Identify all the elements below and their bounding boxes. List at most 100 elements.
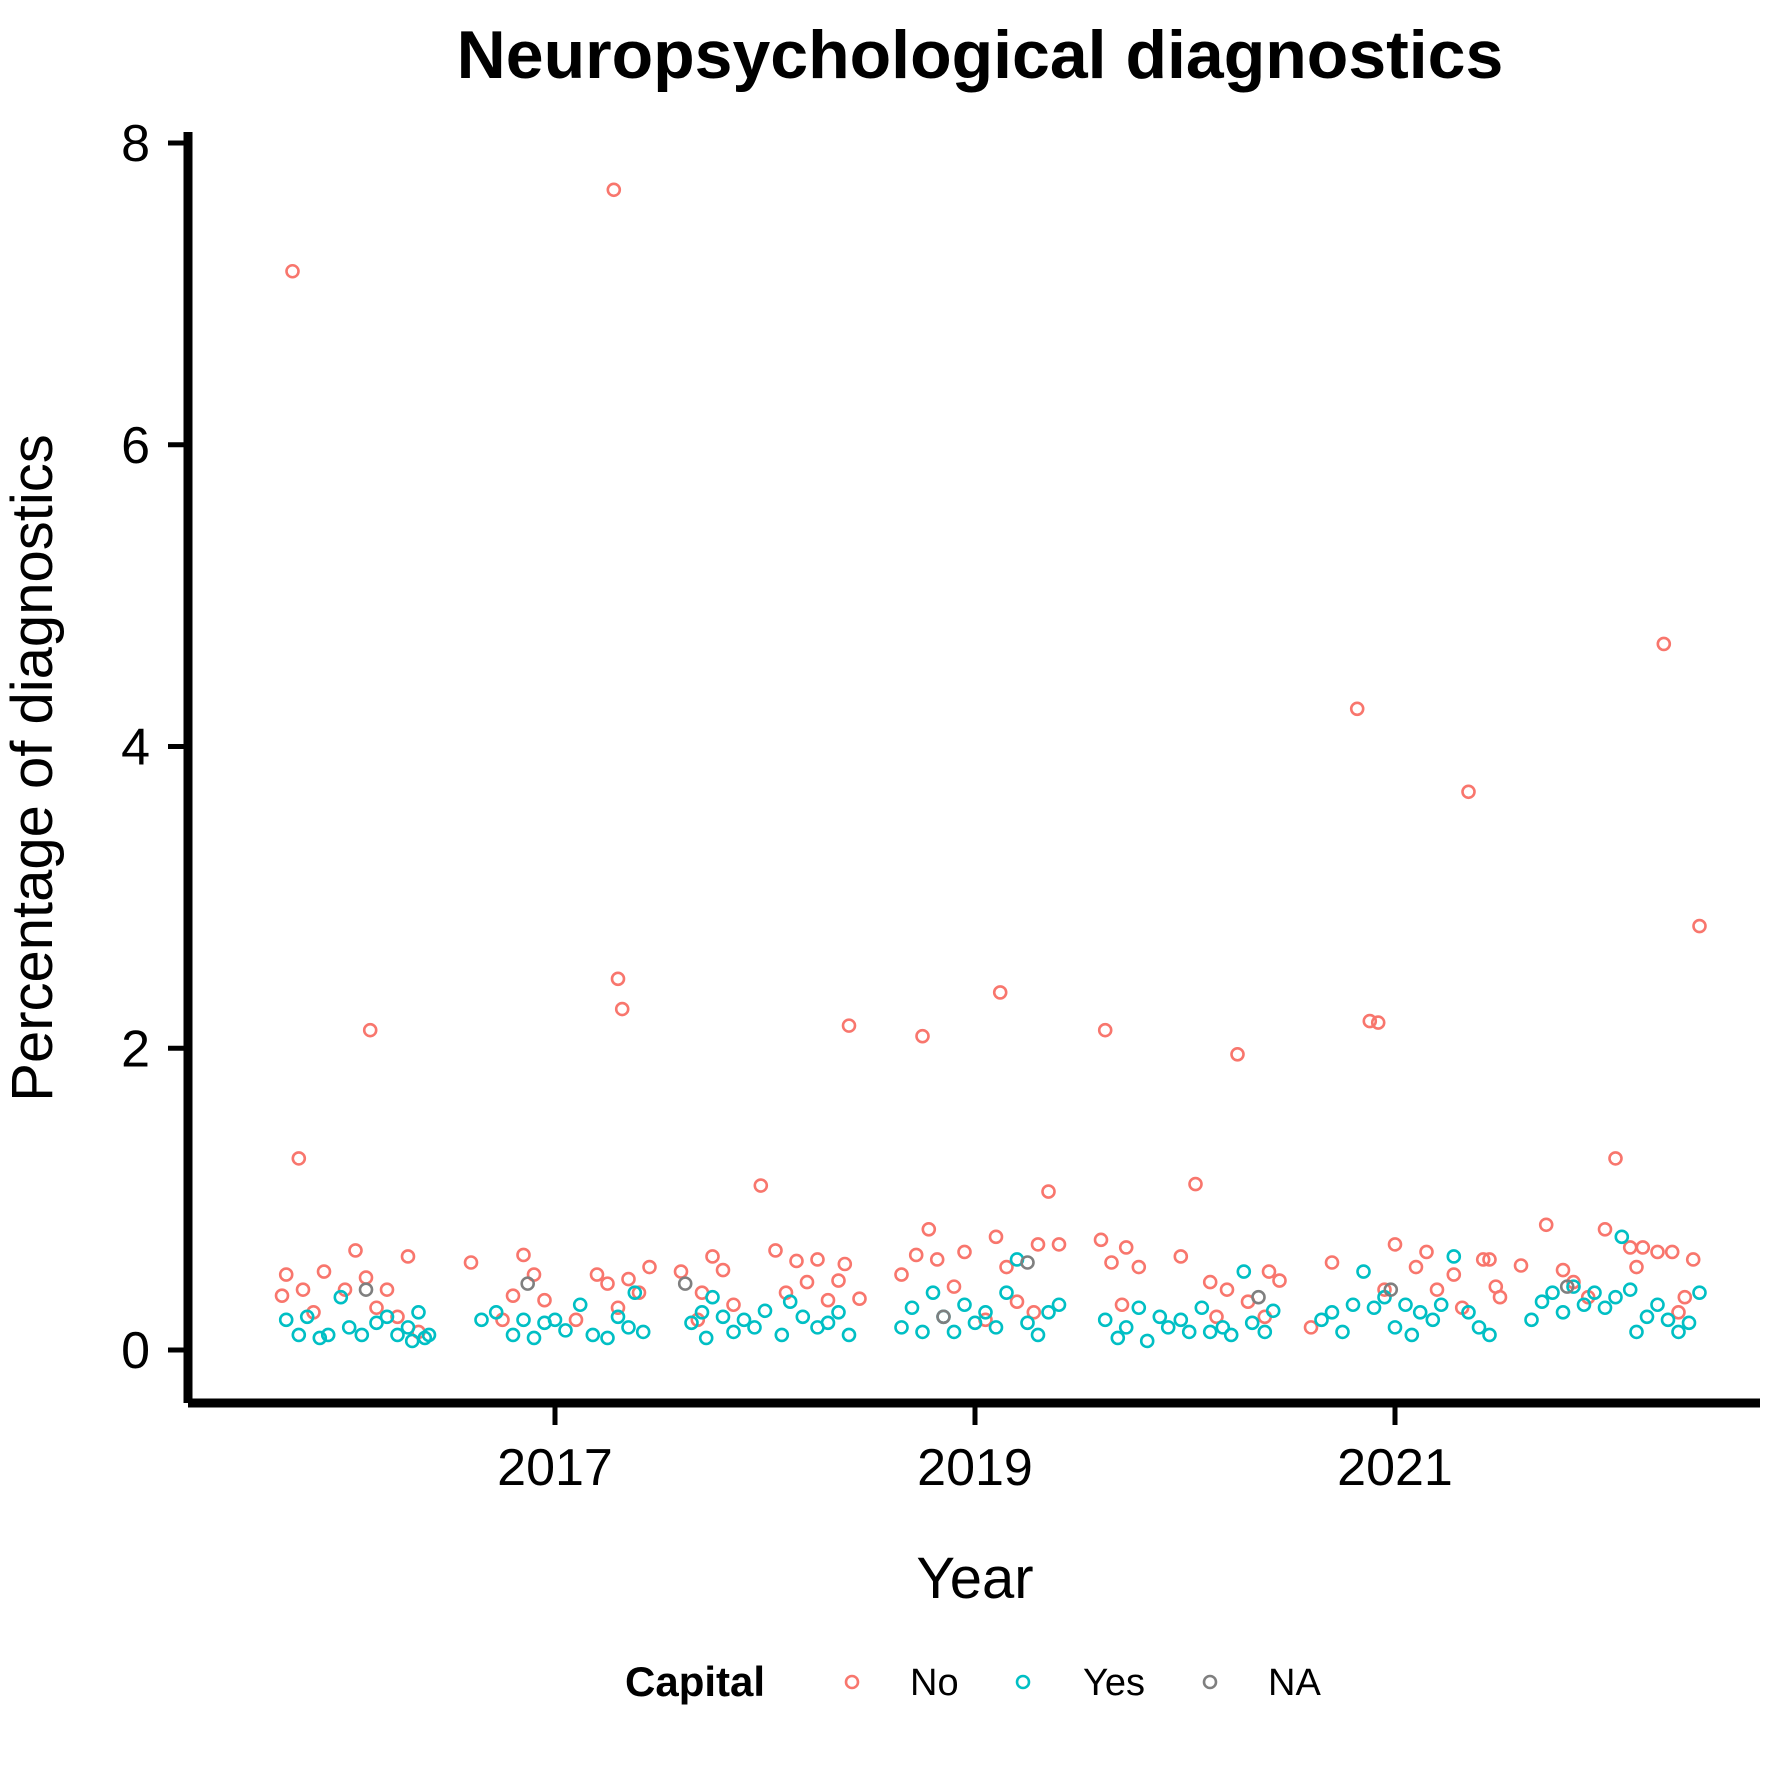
- plot-area: 0 2 4 6 8 2017 2019 2021: [121, 115, 1760, 1497]
- data-point: [908, 1247, 924, 1263]
- data-point: [341, 1320, 357, 1335]
- data-point: [999, 1285, 1014, 1300]
- data-point: [1387, 1237, 1403, 1252]
- data-point: [1324, 1255, 1340, 1270]
- data-point: [1404, 1327, 1420, 1343]
- data-point: [782, 1294, 798, 1310]
- data-point: [1041, 1184, 1056, 1199]
- data-point: [1030, 1327, 1046, 1343]
- data-point: [698, 1330, 714, 1346]
- data-point: [631, 1285, 647, 1300]
- data-point: [1114, 1297, 1130, 1313]
- x-tick-label: 2019: [917, 1439, 1033, 1497]
- data-point: [1188, 1176, 1203, 1192]
- data-point: [747, 1320, 762, 1335]
- data-point: [1160, 1320, 1176, 1335]
- data-point: [621, 1271, 636, 1287]
- data-point: [1131, 1259, 1147, 1275]
- data-point: [957, 1244, 972, 1260]
- data-point: [1202, 1274, 1218, 1290]
- data-point: [673, 1264, 689, 1279]
- data-point: [404, 1333, 420, 1349]
- data-point: [1020, 1315, 1035, 1331]
- series-na: [358, 1255, 1575, 1325]
- data-point: [1104, 1255, 1119, 1270]
- legend-key-na: [1202, 1674, 1218, 1690]
- data-point: [505, 1288, 521, 1303]
- data-point: [1202, 1324, 1218, 1340]
- data-point: [1492, 1289, 1508, 1305]
- data-point: [1097, 1022, 1113, 1038]
- data-point: [299, 1309, 315, 1325]
- data-point: [1660, 1312, 1676, 1328]
- data-point: [1671, 1304, 1686, 1320]
- data-point: [1387, 1320, 1403, 1335]
- data-point: [369, 1300, 384, 1316]
- data-point: [795, 1309, 811, 1325]
- data-point: [1597, 1222, 1613, 1237]
- data-point: [358, 1282, 374, 1297]
- data-point: [841, 1018, 857, 1033]
- data-point: [316, 1264, 332, 1279]
- data-point: [1314, 1312, 1329, 1328]
- data-point: [400, 1249, 416, 1264]
- legend: Capital No Yes NA: [625, 1658, 1321, 1705]
- data-point: [757, 1303, 773, 1319]
- data-point: [936, 1309, 951, 1325]
- data-point: [333, 1289, 349, 1305]
- data-point: [774, 1327, 790, 1343]
- data-point: [1215, 1320, 1231, 1335]
- data-point: [1345, 1297, 1361, 1313]
- data-point: [627, 1285, 643, 1300]
- data-point: [1051, 1237, 1067, 1252]
- data-point: [694, 1304, 710, 1320]
- data-point: [1219, 1282, 1235, 1297]
- data-point: [1419, 1244, 1434, 1260]
- data-point: [610, 1309, 626, 1325]
- data-point: [677, 1276, 693, 1291]
- data-point: [1366, 1300, 1382, 1316]
- data-point: [320, 1327, 336, 1343]
- data-point: [278, 1312, 294, 1328]
- data-point: [278, 1267, 294, 1282]
- data-point: [358, 1270, 374, 1285]
- data-point: [1635, 1240, 1651, 1255]
- data-point: [1555, 1262, 1571, 1278]
- data-point: [520, 1276, 536, 1291]
- data-point: [1461, 784, 1476, 800]
- data-point: [295, 1282, 311, 1297]
- data-point: [1335, 1324, 1350, 1340]
- data-point: [831, 1273, 846, 1288]
- data-point: [312, 1330, 328, 1346]
- data-point: [1692, 918, 1707, 934]
- data-point: [841, 1327, 857, 1343]
- data-point: [1362, 1013, 1378, 1029]
- data-point: [1173, 1312, 1189, 1328]
- data-point: [753, 1178, 769, 1193]
- data-point: [1566, 1279, 1581, 1294]
- data-point: [1251, 1289, 1266, 1305]
- data-point: [1370, 1015, 1386, 1030]
- data-point: [1110, 1330, 1126, 1346]
- data-point: [526, 1330, 542, 1346]
- data-point: [1020, 1255, 1035, 1270]
- data-point: [463, 1255, 479, 1270]
- data-point: [1041, 1304, 1056, 1320]
- data-point: [1664, 1244, 1680, 1260]
- data-point: [285, 263, 300, 279]
- data-point: [736, 1312, 752, 1328]
- data-point: [1412, 1304, 1428, 1320]
- data-point: [610, 971, 626, 987]
- data-point: [978, 1304, 993, 1320]
- data-point: [1118, 1320, 1134, 1335]
- y-axis-title: Percentage of diagnostics: [0, 434, 65, 1101]
- data-point: [642, 1259, 657, 1275]
- data-point: [992, 985, 1008, 1000]
- data-point: [291, 1151, 307, 1166]
- data-points: [274, 182, 1707, 1349]
- y-tick-label: 4: [121, 719, 150, 777]
- data-point: [1608, 1151, 1623, 1166]
- data-point: [635, 1324, 651, 1340]
- data-point: [1576, 1297, 1592, 1313]
- data-point: [1429, 1282, 1445, 1297]
